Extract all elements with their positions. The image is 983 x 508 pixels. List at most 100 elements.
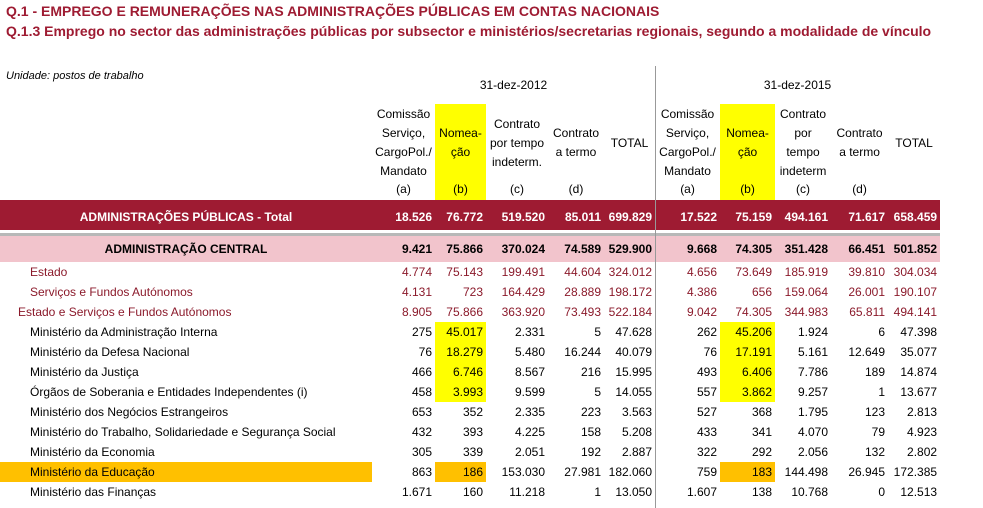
cell-value: 4.386: [687, 285, 718, 299]
cell-value: 45.017: [435, 322, 486, 342]
cell-value: 4.070: [798, 425, 829, 439]
cell-value: 76: [703, 345, 718, 359]
cell-value: 75.143: [446, 265, 483, 279]
total-row: ADMINISTRAÇÕES PÚBLICAS - Total 18.526 76.…: [0, 200, 941, 230]
column-header-row: Comissão Serviço, CargoPol./ Mandato Nome…: [0, 104, 940, 182]
cell-value: 35.077: [900, 345, 938, 359]
cell-value: 1.671: [401, 485, 432, 499]
cell-value: 653: [411, 405, 432, 419]
cell-value: 2.056: [798, 445, 829, 459]
cell-value: 9.668: [655, 232, 721, 262]
cell-value: 6: [878, 325, 886, 339]
cell-value: 198.172: [608, 285, 653, 299]
cell-value: 304.034: [893, 265, 938, 279]
cell-value: 189: [865, 365, 886, 379]
employment-table: 31-dez-2012 31-dez-2015 Comissão Serviço…: [0, 66, 941, 502]
cell-value: 275: [411, 325, 432, 339]
column-letter: (d): [568, 182, 584, 196]
table-row: Ministério da Administração Interna 275 45…: [0, 322, 940, 342]
cell-value: 305: [411, 445, 432, 459]
cell-value: 466: [411, 365, 432, 379]
cell-value: 164.429: [501, 285, 545, 299]
table-row: Ministério do Trabalho, Solidariedade e …: [0, 422, 940, 442]
row-label: Ministério dos Negócios Estrangeiros: [30, 405, 229, 419]
cell-value: 352: [462, 405, 483, 419]
cell-value: 76: [418, 345, 432, 359]
column-header: Contrato por tempo indeterm.: [489, 116, 545, 169]
cell-value: 557: [697, 385, 718, 399]
table-row: Ministério dos Negócios Estrangeiros 653 3…: [0, 402, 940, 422]
row-label: Ministério da Economia: [30, 445, 155, 459]
cell-value: 2.051: [514, 445, 545, 459]
column-letter: (d): [852, 182, 867, 196]
report-subtitle: Q.1.3 Emprego no sector das administraçõ…: [6, 23, 932, 39]
cell-value: 1.924: [798, 325, 829, 339]
cell-value: 292: [752, 445, 773, 459]
cell-value: 27.981: [564, 465, 601, 479]
cell-value: 183: [720, 462, 776, 482]
cell-value: 17.522: [655, 200, 721, 230]
cell-value: 75.159: [720, 200, 776, 230]
cell-value: 3.563: [622, 405, 653, 419]
table-row: Ministério da Defesa Nacional 76 18.279 5.4…: [0, 342, 940, 362]
cell-value: 2.887: [622, 445, 653, 459]
cell-value: 123: [865, 405, 886, 419]
table-row: Estado 4.774 75.143 199.491 44.604 324.012 4.6…: [0, 262, 940, 282]
cell-value: 65.811: [849, 305, 886, 319]
cell-value: 262: [697, 325, 718, 339]
cell-value: 192: [580, 445, 601, 459]
column-header: TOTAL: [610, 135, 649, 150]
row-label: Ministério da Defesa Nacional: [30, 345, 190, 359]
row-label: ADMINISTRAÇÕES PÚBLICAS - Total: [0, 200, 372, 230]
cell-value: 1.607: [687, 485, 718, 499]
cell-value: 1: [878, 385, 886, 399]
column-letter: (b): [435, 182, 486, 202]
cell-value: 529.900: [604, 232, 656, 262]
cell-value: 47.628: [615, 325, 653, 339]
column-header: TOTAL: [895, 135, 933, 150]
cell-value: 4.656: [687, 265, 718, 279]
cell-value: 522.184: [608, 305, 653, 319]
cell-value: 9.599: [514, 385, 545, 399]
cell-value: 199.491: [501, 265, 545, 279]
cell-value: 759: [697, 465, 718, 479]
cell-value: 40.079: [615, 345, 653, 359]
cell-value: 527: [697, 405, 718, 419]
cell-value: 339: [462, 445, 483, 459]
cell-value: 432: [411, 425, 432, 439]
cell-value: 351.428: [775, 232, 832, 262]
period-2012: 31-dez-2012: [479, 78, 548, 92]
cell-value: 185.919: [784, 265, 829, 279]
column-letter: (c): [510, 182, 524, 196]
cell-value: 186: [435, 462, 486, 482]
row-label: Estado e Serviços e Fundos Autónomos: [18, 305, 232, 319]
cell-value: 4.774: [401, 265, 432, 279]
cell-value: 7.786: [798, 365, 829, 379]
cell-value: 393: [462, 425, 483, 439]
row-label: Serviços e Fundos Autónomos: [30, 285, 193, 299]
cell-value: 13.677: [900, 385, 938, 399]
cell-value: 10.768: [791, 485, 829, 499]
row-label: ADMINISTRAÇÃO CENTRAL: [0, 232, 372, 262]
cell-value: 39.810: [848, 265, 886, 279]
column-letter: (b): [720, 182, 776, 202]
column-letter: (c): [796, 182, 811, 196]
cell-value: 344.983: [784, 305, 829, 319]
cell-value: 12.513: [900, 485, 938, 499]
row-label: Ministério do Trabalho, Solidariedade e …: [30, 425, 336, 439]
cell-value: 501.852: [888, 232, 941, 262]
cell-value: 458: [411, 385, 432, 399]
column-header: Comissão Serviço, CargoPol./ Mandato: [375, 107, 432, 178]
table-row: Ministério das Finanças 1.671 160 11.218 1 13…: [0, 482, 940, 502]
cell-value: 13.050: [615, 485, 653, 499]
cell-value: 14.874: [900, 365, 938, 379]
cell-value: 723: [462, 285, 483, 299]
column-header: Nomea-ção: [720, 104, 776, 182]
cell-value: 159.064: [784, 285, 829, 299]
cell-value: 16.244: [564, 345, 601, 359]
cell-value: 160: [462, 485, 483, 499]
table-row: Ministério da Justiça 466 6.746 8.567 216 15.…: [0, 362, 940, 382]
column-header: Nomea-ção: [435, 104, 486, 182]
cell-value: 341: [752, 425, 773, 439]
cell-value: 2.331: [514, 325, 545, 339]
